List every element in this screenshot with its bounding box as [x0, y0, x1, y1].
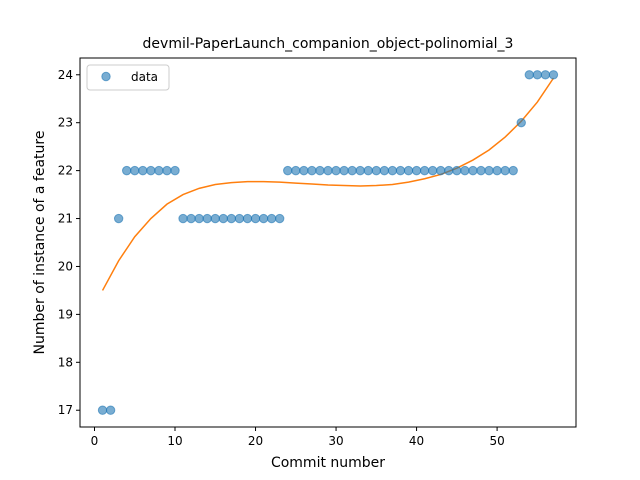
x-tick-label: 20: [248, 434, 263, 448]
data-point: [98, 406, 106, 414]
y-tick-label: 22: [58, 164, 73, 178]
data-point: [412, 166, 420, 174]
data-point: [316, 166, 324, 174]
data-point: [332, 166, 340, 174]
data-point: [485, 166, 493, 174]
x-tick-label: 40: [409, 434, 424, 448]
data-point: [364, 166, 372, 174]
data-point: [533, 71, 541, 79]
data-point: [219, 214, 227, 222]
x-tick-label: 10: [167, 434, 182, 448]
data-point: [203, 214, 211, 222]
data-point: [187, 214, 195, 222]
data-point: [324, 166, 332, 174]
x-axis-ticks: 0 10 20 30 40 50: [91, 427, 505, 448]
data-point: [106, 406, 114, 414]
data-point: [139, 166, 147, 174]
plot-area: [80, 58, 576, 427]
data-point: [300, 166, 308, 174]
legend-label: data: [131, 70, 158, 84]
data-point: [549, 71, 557, 79]
data-point: [517, 118, 525, 126]
data-point: [493, 166, 501, 174]
data-point: [243, 214, 251, 222]
data-point: [388, 166, 396, 174]
data-point: [147, 166, 155, 174]
data-point: [356, 166, 364, 174]
data-point: [179, 214, 187, 222]
data-point: [445, 166, 453, 174]
data-point: [477, 166, 485, 174]
data-point: [509, 166, 517, 174]
data-point: [437, 166, 445, 174]
data-point: [123, 166, 131, 174]
data-point: [131, 166, 139, 174]
data-point: [541, 71, 549, 79]
data-point: [251, 214, 259, 222]
data-point: [501, 166, 509, 174]
y-axis-label: Number of instance of a feature: [32, 131, 48, 355]
data-point: [235, 214, 243, 222]
data-point: [525, 71, 533, 79]
legend-marker: [102, 72, 110, 80]
data-point: [461, 166, 469, 174]
data-point: [114, 214, 122, 222]
x-axis-label: Commit number: [271, 455, 385, 471]
data-point: [275, 214, 283, 222]
data-point: [211, 214, 219, 222]
y-tick-label: 20: [58, 259, 73, 273]
data-point: [259, 214, 267, 222]
x-tick-label: 50: [489, 434, 504, 448]
data-point: [404, 166, 412, 174]
chart-title: devmil-PaperLaunch_companion_object-poli…: [143, 36, 514, 52]
y-tick-label: 24: [58, 68, 73, 82]
data-point: [155, 166, 163, 174]
data-point: [308, 166, 316, 174]
y-tick-label: 21: [58, 212, 73, 226]
y-tick-label: 17: [58, 403, 73, 417]
y-axis-ticks: 17 18 19 20 21 22 23 24: [58, 68, 80, 417]
data-point: [163, 166, 171, 174]
data-point: [380, 166, 388, 174]
data-point: [420, 166, 428, 174]
legend: data: [87, 65, 169, 90]
data-point: [340, 166, 348, 174]
x-tick-label: 0: [91, 434, 99, 448]
data-point: [469, 166, 477, 174]
x-tick-label: 30: [328, 434, 343, 448]
y-tick-label: 19: [58, 307, 73, 321]
data-point: [171, 166, 179, 174]
data-point: [292, 166, 300, 174]
y-tick-label: 23: [58, 116, 73, 130]
data-point: [453, 166, 461, 174]
data-point: [396, 166, 404, 174]
data-point: [348, 166, 356, 174]
data-point: [284, 166, 292, 174]
y-tick-label: 18: [58, 355, 73, 369]
data-point: [227, 214, 235, 222]
data-point: [372, 166, 380, 174]
data-point: [428, 166, 436, 174]
data-point: [195, 214, 203, 222]
data-point: [267, 214, 275, 222]
